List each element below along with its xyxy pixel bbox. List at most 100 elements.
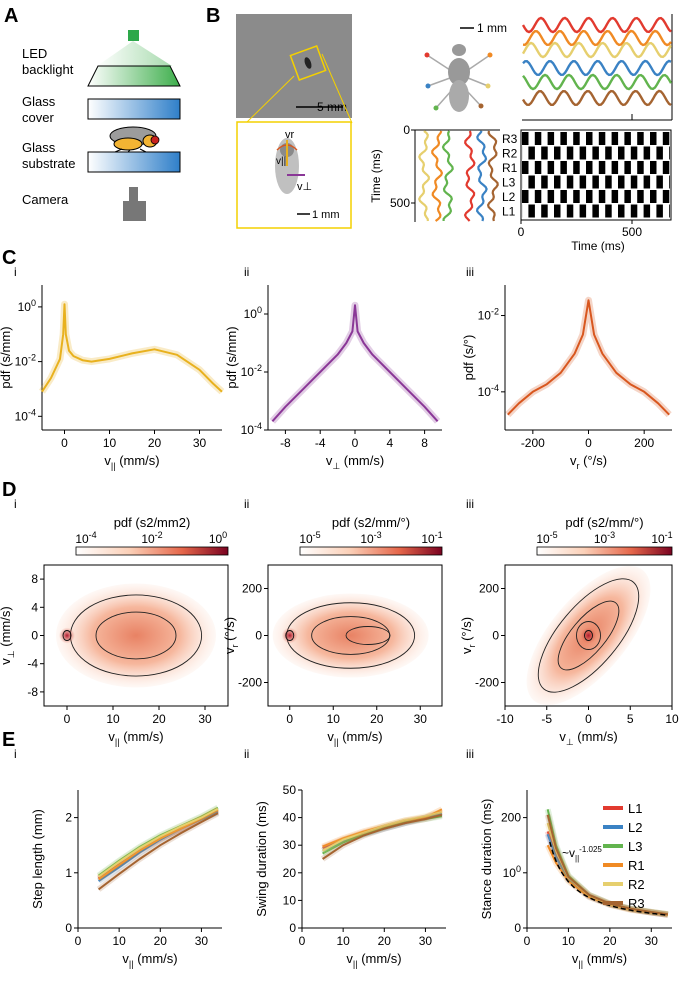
stance-bar <box>605 175 612 189</box>
density-peak <box>580 627 597 644</box>
x-tick-label: 8 <box>421 436 428 450</box>
stance-bar <box>637 190 644 203</box>
sub-dii: ii <box>244 497 249 511</box>
trace-l3 <box>522 73 673 91</box>
x-tick-label: 30 <box>419 934 433 948</box>
stance-bar <box>534 190 542 203</box>
contour-mid <box>95 611 177 660</box>
time-tick-0: 0 <box>403 123 410 137</box>
stance-bar <box>637 161 644 174</box>
substrate-label-2: substrate <box>22 156 75 171</box>
y-tick-label: 10-4 <box>478 383 499 399</box>
inset-vpar: v|| <box>276 156 286 167</box>
y-tick-label: 0 <box>31 629 38 643</box>
x-tick-label: 0 <box>585 436 592 450</box>
stance-bar <box>541 175 548 189</box>
fit-label: ~v||-1.025 <box>562 845 602 863</box>
colorbar-tick: 10-5 <box>536 530 557 546</box>
y-tick-label: 0 <box>492 629 499 643</box>
x-tick-label: 0 <box>75 934 82 948</box>
cover-label-1: Glass <box>22 94 56 109</box>
colorbar-tick: 100 <box>209 530 227 546</box>
stance-bar <box>522 161 529 174</box>
stance-bar <box>547 132 555 145</box>
stance-bar <box>528 146 535 160</box>
x-tick-label: 30 <box>193 436 207 450</box>
legend-label-l2: L2 <box>628 820 642 835</box>
y-tick-label: 20 <box>283 866 297 880</box>
density-blob <box>272 593 429 678</box>
stance-bar <box>630 204 638 218</box>
trace-l2 <box>522 59 672 77</box>
stance-bar <box>579 175 587 189</box>
y-label: Stance duration (ms) <box>479 799 494 920</box>
density-blob <box>56 583 216 688</box>
stance-bar <box>656 146 663 160</box>
y-tick-label: 10-2 <box>15 353 36 369</box>
x-tick-label: 0 <box>64 712 71 726</box>
stance-bar <box>586 161 593 174</box>
vtrace-r1 <box>431 130 444 222</box>
y-tick-label: 200 <box>501 811 521 825</box>
y-tick-label: 10-2 <box>241 363 262 379</box>
stance-bar <box>592 175 599 189</box>
y-label: pdf (s/mm) <box>0 326 13 388</box>
x-tick-label: 20 <box>152 712 166 726</box>
contour-outer <box>537 578 640 693</box>
contour-inner <box>62 630 72 641</box>
stance-bar <box>522 190 529 203</box>
x-tick-label: 30 <box>195 934 209 948</box>
colorbar-title: pdf (s2/mm/°) <box>565 515 643 530</box>
inset-vr: vr <box>285 129 295 141</box>
y-tick-label: -200 <box>475 676 499 690</box>
sub-ci: i <box>14 265 17 279</box>
gait-leg-label: R3 <box>502 132 518 146</box>
y-tick-label: 0 <box>289 921 296 935</box>
stance-bar <box>541 204 548 218</box>
x-tick-label: 30 <box>645 934 659 948</box>
y-tick-label: 100 <box>503 864 521 880</box>
stance-bar <box>579 146 587 160</box>
stance-bar <box>554 204 561 218</box>
camera-icon <box>123 187 146 221</box>
gait-leg-label: R1 <box>502 161 518 175</box>
y-tick-label: 30 <box>283 838 297 852</box>
stance-bar <box>522 132 529 145</box>
chart-di: pdf (s2/mm2) 10-4 10-2 100 0 10 20 30 8 4 0 -4 -8 v||… <box>0 515 229 747</box>
panel-label-a: A <box>4 5 18 27</box>
stance-bar <box>586 132 593 145</box>
vtrace-l3 <box>441 130 454 221</box>
y-tick-label: -200 <box>238 676 262 690</box>
trace-r2 <box>521 41 673 59</box>
stance-bar <box>560 161 567 174</box>
chart-ei: 0 10 20 30 0 1 2 v|| (mm/s) Step length (mm) <box>30 790 222 969</box>
camera-label: Camera <box>22 192 69 207</box>
led-icon <box>128 30 139 41</box>
stance-bar <box>586 190 593 203</box>
x-tick-label: 200 <box>634 436 654 450</box>
power-law-fit <box>549 841 668 916</box>
stance-bar <box>566 204 574 218</box>
x-label: v|| (mm/s) <box>346 951 401 969</box>
sub-cii: ii <box>244 265 249 279</box>
chart-dii: pdf (s2/mm/°) 10-5 10-3 10-1 0 10 20 30 200 0 -200… <box>222 515 443 747</box>
x-tick-label: 10 <box>112 934 126 948</box>
trace-r1 <box>522 29 672 47</box>
colorbar-tick: 10-3 <box>594 530 615 546</box>
x-tick-label: 0 <box>352 436 359 450</box>
x-label: v⊥ (mm/s) <box>326 453 384 471</box>
glass-substrate <box>87 151 181 173</box>
stance-bar <box>605 204 612 218</box>
y-tick-label: 10-4 <box>241 421 262 437</box>
stance-bar <box>541 146 548 160</box>
colorbar-tick: 10-4 <box>75 530 96 546</box>
trace-l1 <box>521 16 672 34</box>
colorbar <box>299 546 443 556</box>
vtrace-l1 <box>463 130 476 222</box>
series-line <box>271 304 439 422</box>
stance-bar <box>656 204 663 218</box>
stance-bar <box>669 175 670 189</box>
y-label: Step length (mm) <box>30 809 45 909</box>
gait-leg-label: L2 <box>502 190 516 204</box>
stance-bar <box>611 161 619 174</box>
